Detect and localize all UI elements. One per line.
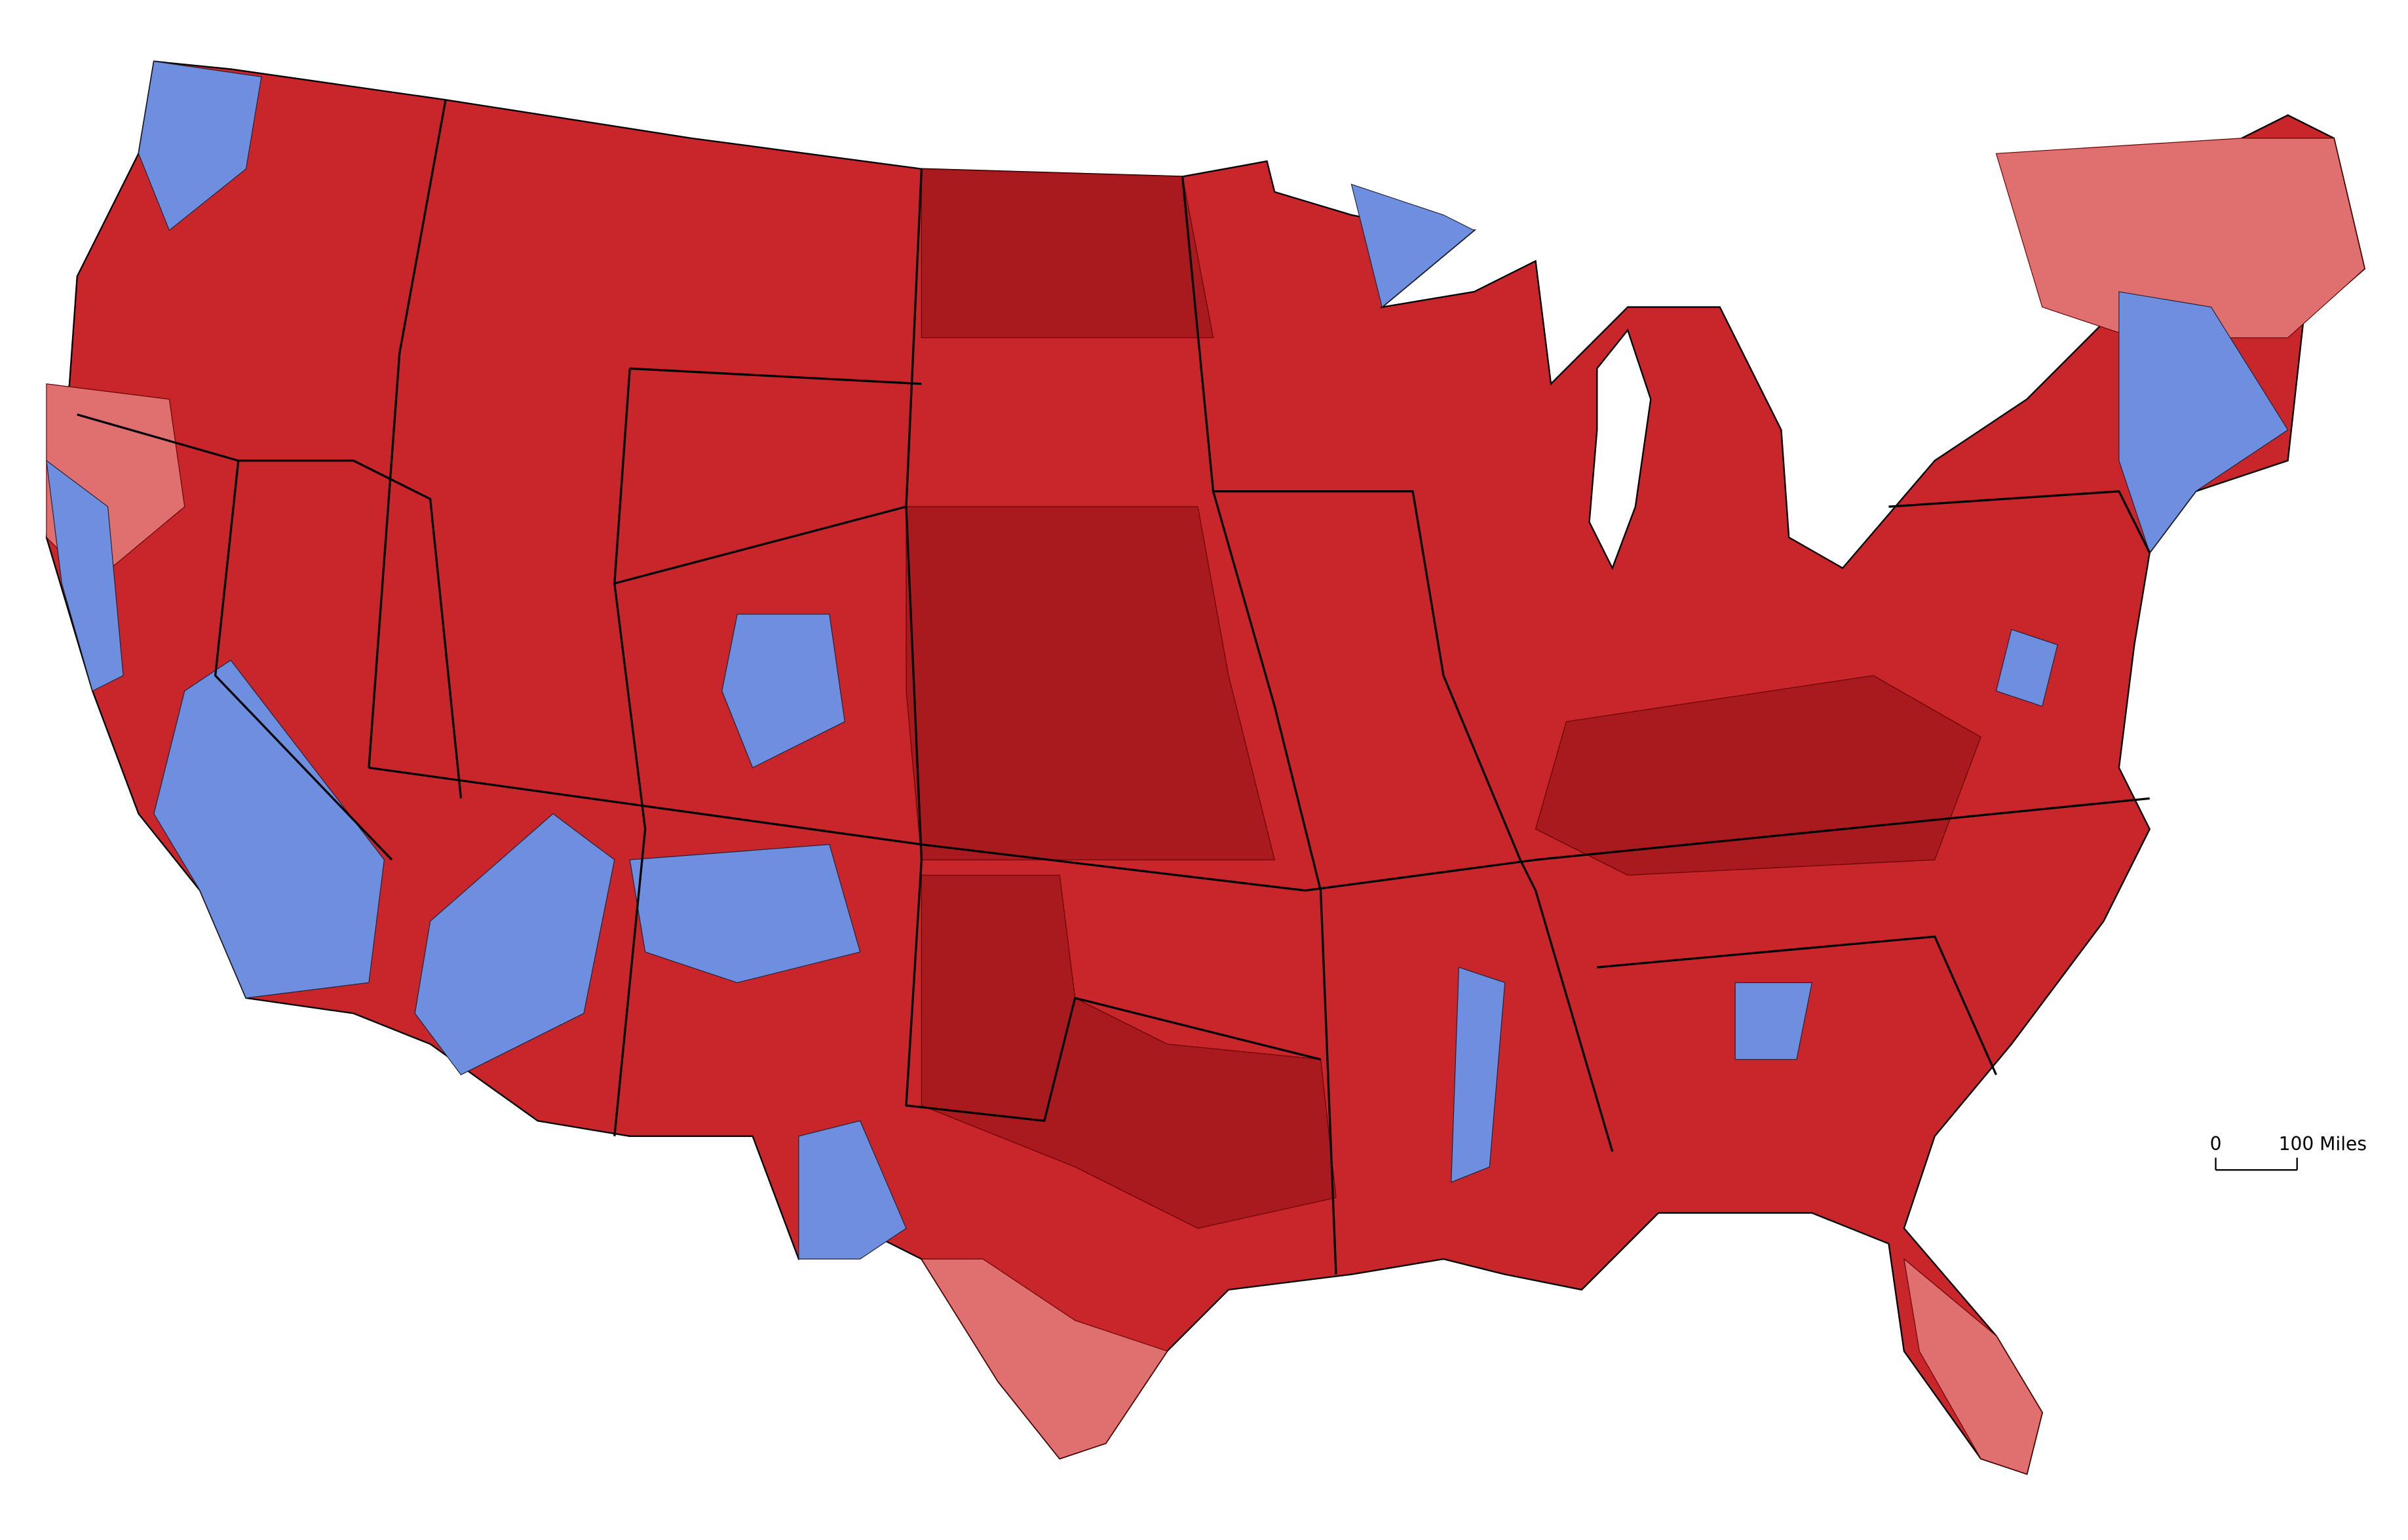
region [921, 168, 1214, 339]
region [921, 1258, 1168, 1459]
region [629, 844, 861, 984]
region [1995, 628, 2058, 707]
blue-regions [46, 61, 2289, 1260]
region [721, 613, 845, 769]
state-borders [77, 99, 2151, 1275]
scale-end-label: 100 Miles [2279, 1133, 2367, 1155]
region [921, 874, 1337, 1229]
scale-start-label: 0 [2210, 1133, 2222, 1155]
region [153, 659, 385, 999]
lake-michigan [1588, 328, 1652, 570]
state-border [1181, 176, 1537, 1275]
state-border [368, 99, 2150, 892]
region [1535, 675, 1981, 876]
region [1903, 1258, 2043, 1475]
region [798, 1120, 907, 1260]
state-border [613, 367, 922, 1136]
region [138, 61, 262, 231]
state-border [1535, 490, 2151, 1152]
state-border [77, 414, 463, 861]
scale-bar: 0 100 Miles [2210, 1133, 2367, 1171]
region [1995, 138, 2365, 339]
region [906, 506, 1276, 860]
region [2118, 291, 2289, 554]
us-counties [45, 60, 2366, 1475]
region [1350, 183, 1475, 308]
region [46, 459, 124, 692]
region [1451, 967, 1506, 1183]
region [414, 813, 615, 1075]
light-red-regions [46, 138, 2365, 1475]
darker-red-regions [906, 168, 1981, 1229]
region [1734, 982, 1813, 1060]
